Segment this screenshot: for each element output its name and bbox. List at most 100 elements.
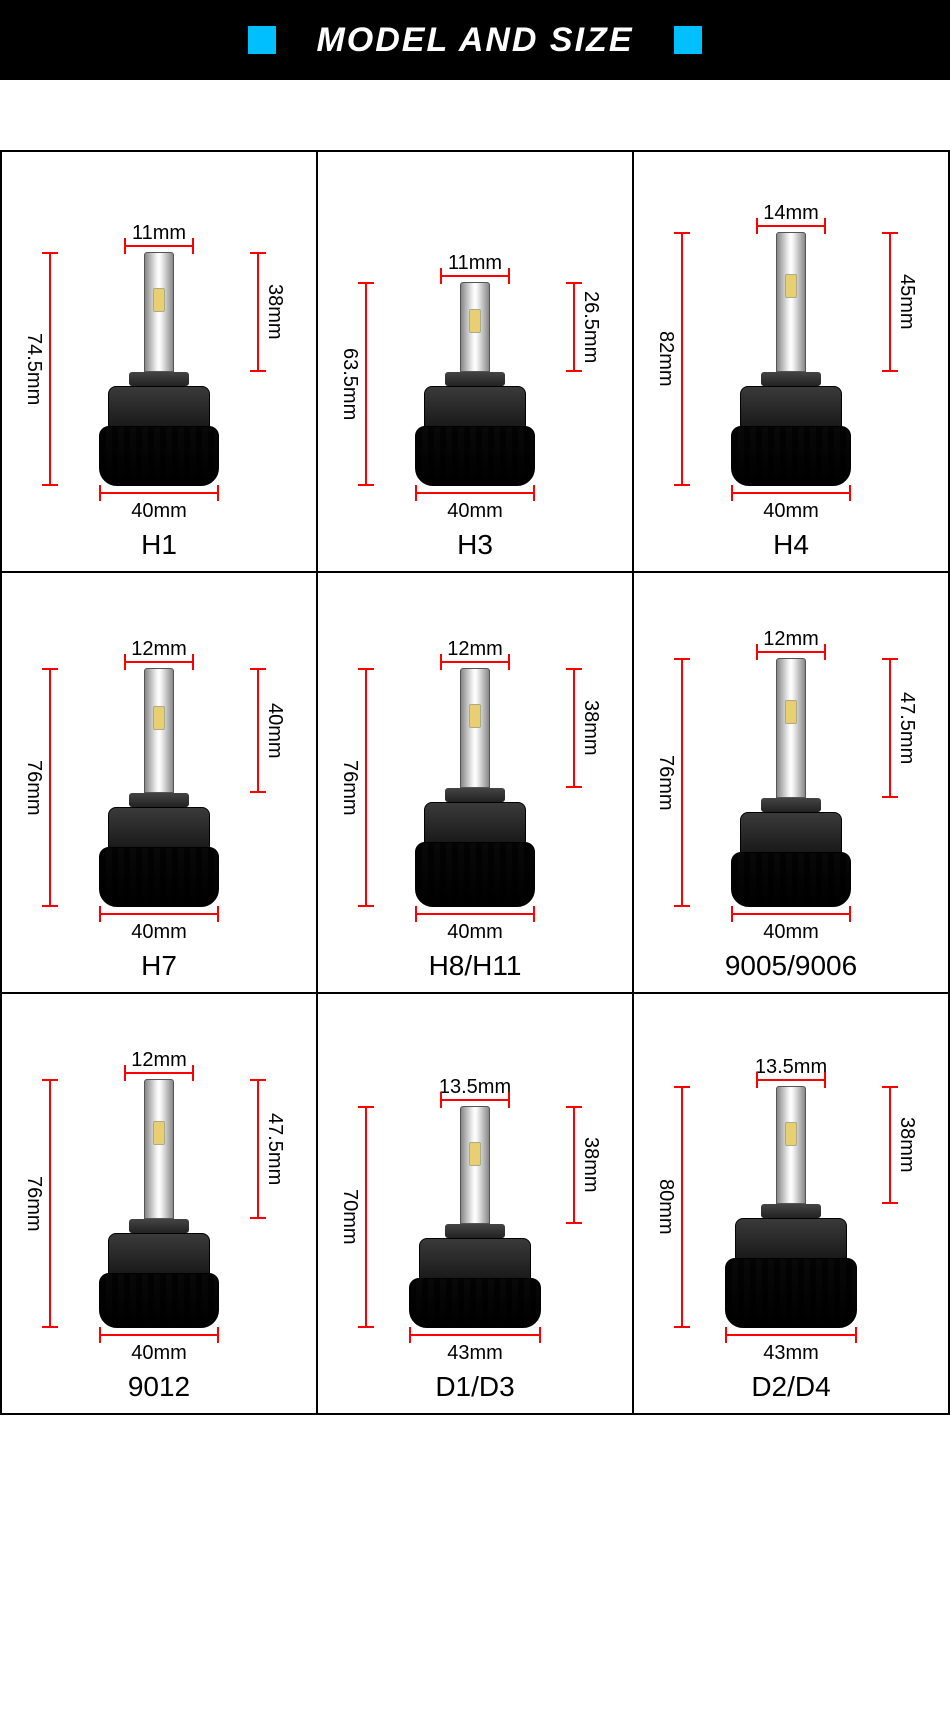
dim-top-width-label: 14mm — [763, 202, 819, 225]
dim-base-width-label: 40mm — [131, 1342, 187, 1365]
dim-total-height-label: 82mm — [654, 331, 677, 387]
dim-base-width: 43mm — [409, 1334, 541, 1365]
model-cell: 11mm 74.5mm 38mm 40mm H1 — [2, 152, 318, 573]
model-diagram: 12mm 76mm 40mm — [12, 587, 306, 907]
model-diagram: 11mm 74.5mm 38mm — [12, 166, 306, 486]
dim-base-width: 40mm — [99, 1334, 219, 1365]
bulb-image — [409, 1106, 541, 1328]
dim-top-width-label: 12mm — [131, 638, 187, 661]
dim-top-width: 12mm — [124, 638, 194, 663]
dim-top-width-label: 12mm — [763, 628, 819, 651]
bulb-image — [731, 658, 851, 907]
dim-top-width-label: 13.5mm — [439, 1076, 511, 1099]
accent-square-right — [674, 26, 702, 54]
dim-tip-height-label: 38mm — [895, 1117, 918, 1173]
dim-total-height-label: 76mm — [22, 1176, 45, 1232]
dim-tip-height: 38mm — [889, 1086, 918, 1204]
dim-top-width: 11mm — [124, 222, 194, 247]
dim-top-width-label: 12mm — [131, 1049, 187, 1072]
dim-total-height: 63.5mm — [338, 282, 367, 486]
dim-tip-height: 26.5mm — [573, 282, 602, 372]
dim-total-height-label: 70mm — [338, 1189, 361, 1245]
dim-base-width-label: 40mm — [763, 921, 819, 944]
bulb-image — [725, 1086, 857, 1328]
dim-top-width: 12mm — [440, 638, 510, 663]
dim-tip-height: 38mm — [573, 1106, 602, 1224]
model-name: H7 — [141, 950, 177, 982]
model-diagram: 13.5mm 80mm 38mm — [644, 1008, 938, 1328]
dim-total-height-label: 76mm — [654, 755, 677, 811]
model-name: D1/D3 — [435, 1371, 514, 1403]
model-diagram: 13.5mm 70mm 38mm — [328, 1008, 622, 1328]
model-cell: 11mm63.5mm26.5mm40mmH3 — [318, 152, 634, 573]
model-diagram: 12mm 76mm 47.5mm — [12, 1008, 306, 1328]
dim-base-width: 40mm — [99, 492, 219, 523]
dim-base-width: 40mm — [415, 492, 535, 523]
model-diagram: 12mm 76mm 47.5mm — [644, 587, 938, 907]
model-diagram: 14mm 82mm 45mm — [644, 166, 938, 486]
dim-top-width-label: 13.5mm — [755, 1056, 827, 1079]
model-diagram: 11mm 63.5mm 26.5mm — [328, 166, 622, 486]
dim-total-height: 70mm — [338, 1106, 367, 1328]
bulb-image — [99, 252, 219, 486]
dim-base-width-label: 43mm — [447, 1342, 503, 1365]
dim-tip-height: 38mm — [257, 252, 286, 372]
dim-total-height: 80mm — [654, 1086, 683, 1328]
dim-base-width-label: 43mm — [763, 1342, 819, 1365]
model-cell: 13.5mm 80mm 38mm 43mm D2/D4 — [634, 994, 950, 1415]
dim-total-height-label: 63.5mm — [338, 348, 361, 420]
model-name: 9005/9006 — [725, 950, 857, 982]
dim-base-width: 40mm — [415, 913, 535, 944]
dim-base-width-label: 40mm — [131, 500, 187, 523]
dim-base-width: 40mm — [731, 913, 851, 944]
model-cell: 12mm 76mm 47.5mm 40mm 9012 — [2, 994, 318, 1415]
dim-tip-height-label: 38mm — [579, 1137, 602, 1193]
dim-base-width: 40mm — [99, 913, 219, 944]
bulb-image — [415, 282, 535, 486]
dim-base-width: 40mm — [731, 492, 851, 523]
dim-base-width: 43mm — [725, 1334, 857, 1365]
bulb-image — [99, 668, 219, 907]
dim-total-height: 82mm — [654, 232, 683, 486]
dim-base-width-label: 40mm — [131, 921, 187, 944]
dim-tip-height-label: 47.5mm — [263, 1113, 286, 1185]
dim-tip-height-label: 47.5mm — [895, 692, 918, 764]
model-name: 9012 — [128, 1371, 190, 1403]
dim-total-height: 74.5mm — [22, 252, 51, 486]
dim-total-height: 76mm — [22, 1079, 51, 1328]
dim-total-height: 76mm — [654, 658, 683, 907]
dim-total-height: 76mm — [338, 668, 367, 907]
dim-tip-height-label: 45mm — [895, 274, 918, 330]
dim-tip-height: 47.5mm — [889, 658, 918, 798]
model-cell: 12mm 76mm 40mm 40mm H7 — [2, 573, 318, 994]
dim-base-width-label: 40mm — [763, 500, 819, 523]
dim-top-width-label: 11mm — [132, 222, 186, 245]
bulb-image — [415, 668, 535, 907]
model-name: H8/H11 — [429, 950, 522, 982]
dim-top-width-label: 11mm — [448, 252, 502, 275]
spacer — [0, 80, 950, 150]
dim-tip-height: 45mm — [889, 232, 918, 372]
dim-total-height: 76mm — [22, 668, 51, 907]
dim-top-width: 13.5mm — [756, 1056, 826, 1081]
dim-tip-height: 47.5mm — [257, 1079, 286, 1219]
dim-base-width-label: 40mm — [447, 921, 503, 944]
dim-total-height-label: 76mm — [338, 760, 361, 816]
dim-tip-height-label: 26.5mm — [579, 291, 602, 363]
dim-tip-height-label: 38mm — [263, 284, 286, 340]
dim-total-height-label: 74.5mm — [22, 333, 45, 405]
dim-tip-height-label: 38mm — [579, 700, 602, 756]
header: MODEL AND SIZE — [0, 0, 950, 80]
model-name: H4 — [773, 529, 809, 561]
accent-square-left — [248, 26, 276, 54]
bulb-image — [99, 1079, 219, 1328]
model-cell: 14mm 82mm 45mm 40mm H4 — [634, 152, 950, 573]
model-cell: 13.5mm 70mm 38mm 43mm D1/D3 — [318, 994, 634, 1415]
dim-top-width: 11mm — [440, 252, 510, 277]
dim-total-height-label: 80mm — [654, 1179, 677, 1235]
dim-tip-height: 40mm — [257, 668, 286, 793]
model-name: H1 — [141, 529, 177, 561]
model-cell: 12mm 76mm 38mm 40mm H8/H11 — [318, 573, 634, 994]
model-name: D2/D4 — [751, 1371, 830, 1403]
bulb-image — [731, 232, 851, 486]
